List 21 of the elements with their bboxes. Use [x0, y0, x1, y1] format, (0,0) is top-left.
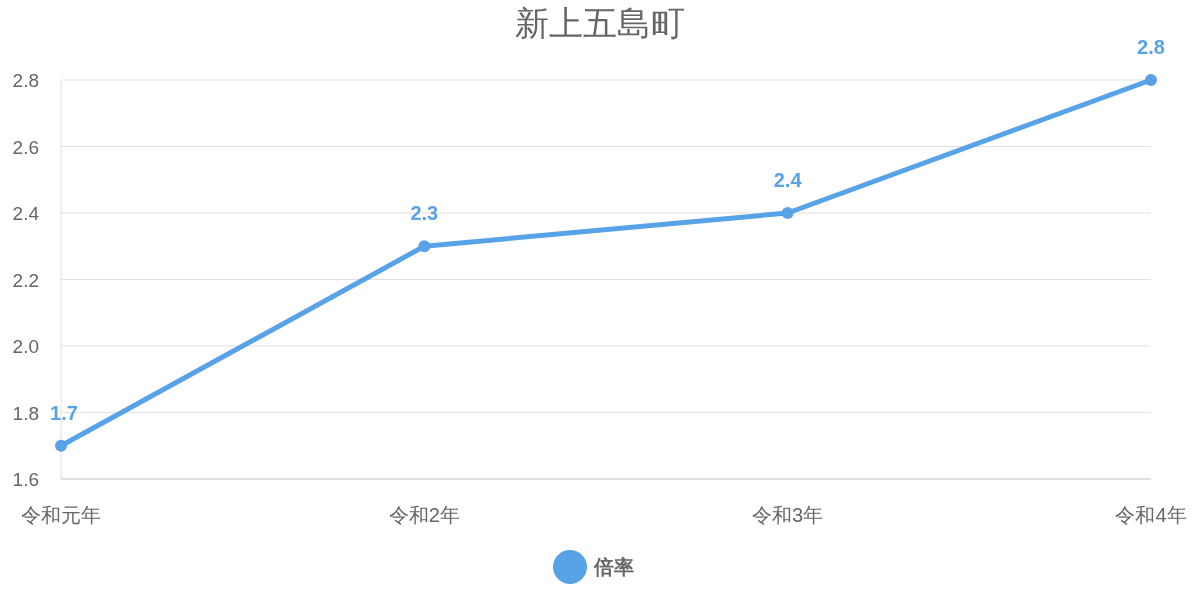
y-tick-label: 2.2: [12, 269, 39, 291]
y-tick-label: 1.6: [12, 469, 39, 490]
chart-title: 新上五島町: [515, 4, 685, 42]
y-tick-label: 2.6: [12, 136, 39, 158]
data-label: 2.8: [1137, 36, 1165, 58]
point: [781, 207, 794, 219]
point: [55, 439, 67, 452]
x-tick-label: 令和元年: [21, 504, 101, 526]
legend-label: 倍率: [593, 556, 634, 578]
data-label: 2.3: [410, 202, 439, 225]
y-tick-label: 2.0: [12, 336, 39, 357]
x-tick-label: 令和4年: [1115, 504, 1187, 526]
data-label: 1.7: [50, 401, 78, 424]
x-tick-label: 令和3年: [752, 504, 824, 526]
x-tick-label: 令和2年: [388, 504, 460, 526]
point: [418, 240, 431, 253]
data-label: 2.4: [773, 169, 803, 191]
y-tick-label: 1.8: [12, 402, 39, 424]
point: [1145, 74, 1157, 86]
y-tick-label: 2.8: [12, 70, 39, 91]
y-tick-label: 2.4: [12, 203, 40, 224]
